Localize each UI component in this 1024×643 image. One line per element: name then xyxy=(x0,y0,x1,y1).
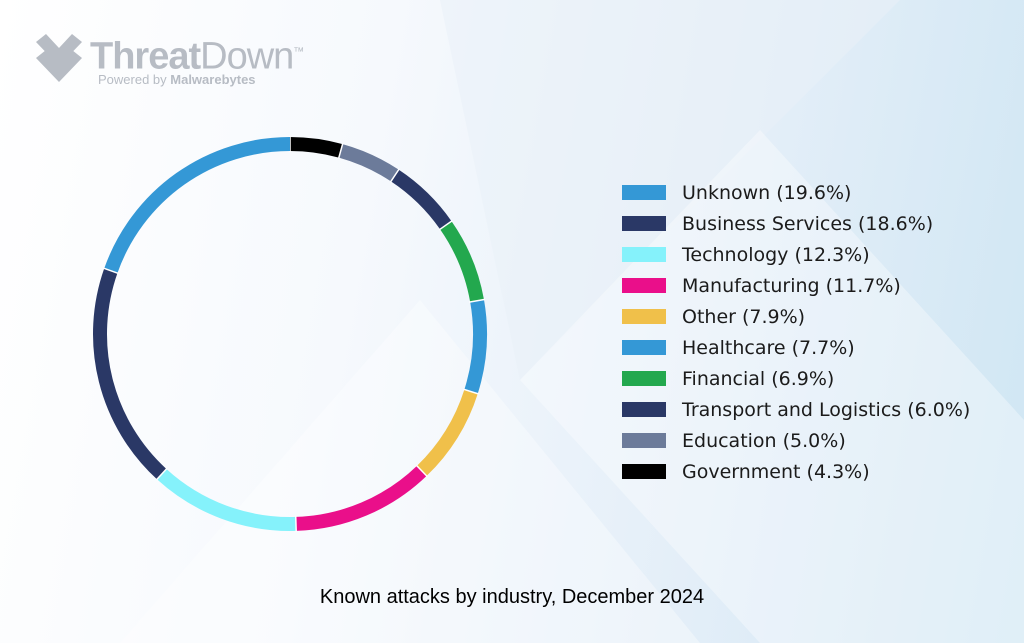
donut-slice-technology xyxy=(156,468,297,531)
legend-label: Government (4.3%) xyxy=(682,460,870,483)
slice-separator xyxy=(469,298,486,303)
donut-slice-business-services xyxy=(93,268,167,480)
donut-slice-unknown xyxy=(104,137,291,274)
legend-swatch xyxy=(622,433,666,448)
slice-separator xyxy=(438,220,453,231)
legend-item: Government (4.3%) xyxy=(622,456,970,487)
chart-legend: Unknown (19.6%) Business Services (18.6%)… xyxy=(622,177,970,487)
donut-chart xyxy=(93,136,487,532)
logo-chevron-icon xyxy=(36,34,82,82)
legend-label: Healthcare (7.7%) xyxy=(682,336,855,359)
legend-item: Transport and Logistics (6.0%) xyxy=(622,394,970,425)
donut-slice-manufacturing xyxy=(295,465,427,531)
legend-swatch xyxy=(622,464,666,479)
donut-slice-transport-and-logistics xyxy=(390,169,452,230)
legend-item: Technology (12.3%) xyxy=(622,239,970,270)
brand-tagline: Powered by Malwarebytes xyxy=(98,72,256,87)
donut-slice-government xyxy=(289,137,343,158)
slice-separator xyxy=(389,168,400,183)
slice-separator xyxy=(415,464,428,478)
brand-wordmark: ThreatDown™ xyxy=(90,35,304,78)
legend-label: Transport and Logistics (6.0%) xyxy=(682,398,971,421)
legend-label: Business Services (18.6%) xyxy=(682,212,934,235)
legend-item: Business Services (18.6%) xyxy=(622,208,970,239)
legend-swatch xyxy=(622,216,666,231)
legend-label: Financial (6.9%) xyxy=(682,367,835,390)
legend-label: Education (5.0%) xyxy=(682,429,846,452)
slice-separator xyxy=(155,467,168,481)
legend-item: Healthcare (7.7%) xyxy=(622,332,970,363)
donut-slice-education xyxy=(338,144,399,182)
legend-swatch xyxy=(622,340,666,355)
legend-swatch xyxy=(622,309,666,324)
legend-item: Unknown (19.6%) xyxy=(622,177,970,208)
slice-separator xyxy=(337,142,344,159)
chart-title: Known attacks by industry, December 2024 xyxy=(319,586,705,608)
legend-item: Financial (6.9%) xyxy=(622,363,970,394)
donut-slice-healthcare xyxy=(464,299,487,394)
legend-item: Manufacturing (11.7%) xyxy=(622,270,970,301)
legend-label: Technology (12.3%) xyxy=(682,243,870,266)
donut-slice-financial xyxy=(439,221,484,303)
legend-label: Unknown (19.6%) xyxy=(682,181,852,204)
slice-separator xyxy=(463,388,479,395)
legend-label: Other (7.9%) xyxy=(682,305,806,328)
legend-item: Other (7.9%) xyxy=(622,301,970,332)
slice-separator xyxy=(294,515,297,532)
legend-swatch xyxy=(622,371,666,386)
slice-separator xyxy=(103,267,119,275)
legend-swatch xyxy=(622,247,666,262)
donut-slice-other xyxy=(416,389,478,476)
legend-swatch xyxy=(622,402,666,417)
legend-item: Education (5.0%) xyxy=(622,425,970,456)
brand-logo: ThreatDown™ Powered by Malwarebytes xyxy=(36,30,336,90)
legend-label: Manufacturing (11.7%) xyxy=(682,274,901,297)
legend-swatch xyxy=(622,278,666,293)
legend-swatch xyxy=(622,185,666,200)
